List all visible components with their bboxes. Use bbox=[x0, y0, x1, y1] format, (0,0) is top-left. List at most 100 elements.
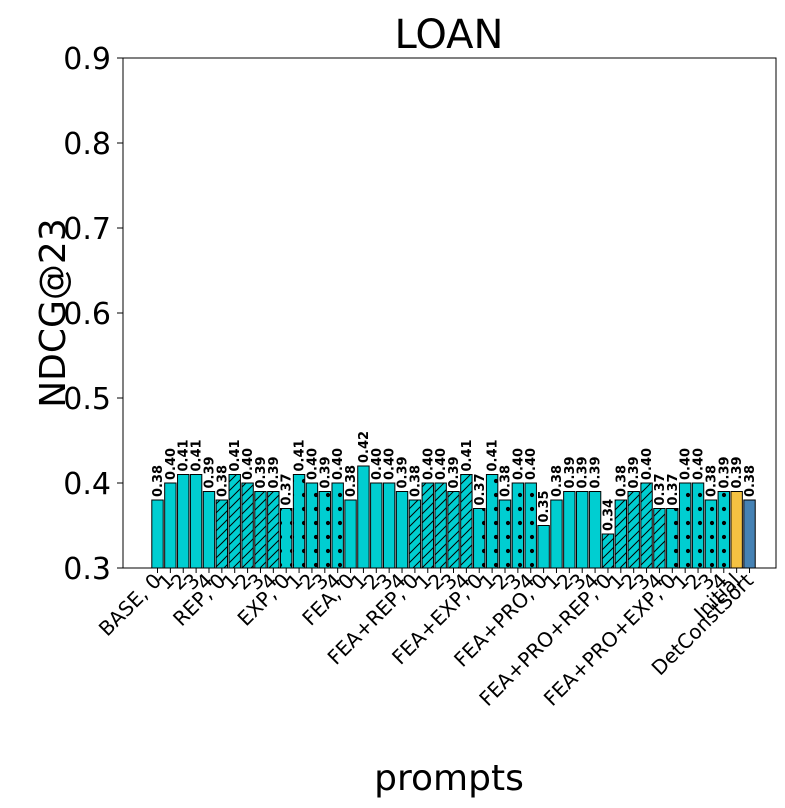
bar-hatch-12 bbox=[306, 483, 318, 568]
bar-hatch-14 bbox=[331, 483, 344, 568]
bar-hatch-43 bbox=[705, 500, 717, 568]
bar-16 bbox=[357, 465, 370, 569]
bar-hatch-7 bbox=[241, 483, 254, 568]
value-label-29: 0.40 bbox=[524, 448, 539, 480]
value-label-15: 0.38 bbox=[344, 465, 359, 497]
value-label-6: 0.41 bbox=[228, 439, 243, 471]
bar-hatch-44 bbox=[718, 491, 730, 568]
bar-32 bbox=[563, 491, 576, 569]
bar-hatch-39 bbox=[653, 508, 666, 568]
bar-hatch-37 bbox=[627, 491, 640, 568]
y-tick-label-4: 0.7 bbox=[63, 212, 111, 247]
bar-17 bbox=[370, 482, 383, 569]
y-tick-label-6: 0.9 bbox=[63, 42, 111, 77]
value-label-41: 0.40 bbox=[679, 448, 694, 480]
bar-hatch-6 bbox=[229, 474, 241, 568]
bar-hatch-28 bbox=[512, 483, 524, 568]
value-label-31: 0.38 bbox=[550, 465, 565, 497]
value-label-10: 0.37 bbox=[280, 473, 295, 505]
y-axis-label: NDCG@23 bbox=[33, 218, 74, 408]
bar-31 bbox=[550, 499, 563, 569]
bar-hatch-20 bbox=[409, 500, 421, 568]
bar-hatch-35 bbox=[602, 534, 614, 568]
bar-15 bbox=[344, 499, 357, 569]
bar-hatch-5 bbox=[216, 500, 228, 568]
value-label-3: 0.41 bbox=[190, 439, 205, 471]
bar-34 bbox=[588, 491, 602, 569]
value-label-33: 0.39 bbox=[576, 456, 591, 488]
value-label-18: 0.40 bbox=[383, 448, 398, 480]
value-label-8: 0.39 bbox=[254, 456, 269, 488]
bar-hatch-10 bbox=[280, 508, 292, 568]
bar-hatch-40 bbox=[666, 508, 678, 568]
value-label-20: 0.38 bbox=[408, 465, 423, 497]
y-tick-label-2: 0.5 bbox=[63, 382, 111, 417]
bar-45 bbox=[730, 491, 743, 569]
value-label-27: 0.38 bbox=[498, 465, 513, 497]
bar-4 bbox=[202, 491, 216, 569]
bar-hatch-25 bbox=[473, 508, 485, 568]
value-label-9: 0.39 bbox=[267, 456, 282, 488]
bar-30 bbox=[537, 525, 550, 569]
value-label-11: 0.41 bbox=[293, 439, 308, 471]
bar-hatch-13 bbox=[319, 491, 331, 568]
value-label-44: 0.39 bbox=[717, 456, 732, 488]
bar-hatch-42 bbox=[692, 483, 704, 568]
y-tick-label-0: 0.3 bbox=[63, 552, 111, 587]
value-label-45: 0.39 bbox=[730, 456, 745, 488]
value-label-28: 0.40 bbox=[511, 448, 526, 480]
value-label-5: 0.38 bbox=[215, 465, 230, 497]
value-label-16: 0.42 bbox=[357, 431, 372, 463]
value-label-43: 0.38 bbox=[704, 465, 719, 497]
value-label-0: 0.38 bbox=[151, 465, 166, 497]
value-label-2: 0.41 bbox=[177, 439, 192, 471]
bar-hatch-22 bbox=[434, 483, 447, 568]
bar-3 bbox=[189, 474, 203, 569]
bar-hatch-36 bbox=[615, 500, 627, 568]
y-tick-label-5: 0.8 bbox=[63, 127, 111, 162]
value-label-39: 0.37 bbox=[653, 473, 668, 505]
value-label-17: 0.40 bbox=[370, 448, 385, 480]
value-label-26: 0.41 bbox=[486, 439, 501, 471]
value-label-7: 0.40 bbox=[241, 448, 256, 480]
value-label-22: 0.40 bbox=[434, 448, 449, 480]
bar-1 bbox=[164, 482, 177, 569]
value-label-30: 0.35 bbox=[537, 490, 552, 522]
bar-19 bbox=[395, 491, 409, 569]
value-label-13: 0.39 bbox=[318, 456, 333, 488]
value-label-21: 0.40 bbox=[421, 448, 436, 480]
value-label-38: 0.40 bbox=[640, 448, 655, 480]
value-label-36: 0.38 bbox=[614, 465, 629, 497]
bar-hatch-24 bbox=[460, 474, 473, 568]
value-label-40: 0.37 bbox=[666, 473, 681, 505]
value-label-1: 0.40 bbox=[164, 448, 179, 480]
bar-0 bbox=[151, 499, 164, 569]
value-label-23: 0.39 bbox=[447, 456, 462, 488]
bar-hatch-41 bbox=[679, 483, 691, 568]
bar-18 bbox=[382, 482, 396, 569]
value-label-42: 0.40 bbox=[692, 448, 707, 480]
value-label-32: 0.39 bbox=[563, 456, 578, 488]
value-label-19: 0.39 bbox=[396, 456, 411, 488]
y-axis: 0.3 0.4 0.5 0.6 0.7 0.8 0.9 bbox=[63, 42, 123, 587]
x-axis-label: prompts bbox=[374, 758, 524, 799]
value-labels-group: 0.380.400.410.410.390.380.410.400.390.39… bbox=[151, 431, 758, 531]
bar-hatch-27 bbox=[499, 500, 511, 568]
value-label-34: 0.39 bbox=[589, 456, 604, 488]
bar-hatch-26 bbox=[486, 474, 498, 568]
bar-33 bbox=[576, 491, 589, 569]
bar-hatch-21 bbox=[422, 483, 434, 568]
bar-hatch-8 bbox=[254, 491, 267, 568]
value-label-24: 0.41 bbox=[460, 439, 475, 471]
chart-title: LOAN bbox=[395, 12, 504, 58]
bar-hatch-23 bbox=[447, 491, 460, 568]
y-tick-label-3: 0.6 bbox=[63, 297, 111, 332]
value-label-37: 0.39 bbox=[627, 456, 642, 488]
value-label-46: 0.38 bbox=[743, 465, 758, 497]
bar-hatch-9 bbox=[267, 491, 280, 568]
bar-hatch-29 bbox=[525, 483, 537, 568]
hatch-overlays bbox=[216, 474, 730, 568]
value-label-12: 0.40 bbox=[305, 448, 320, 480]
